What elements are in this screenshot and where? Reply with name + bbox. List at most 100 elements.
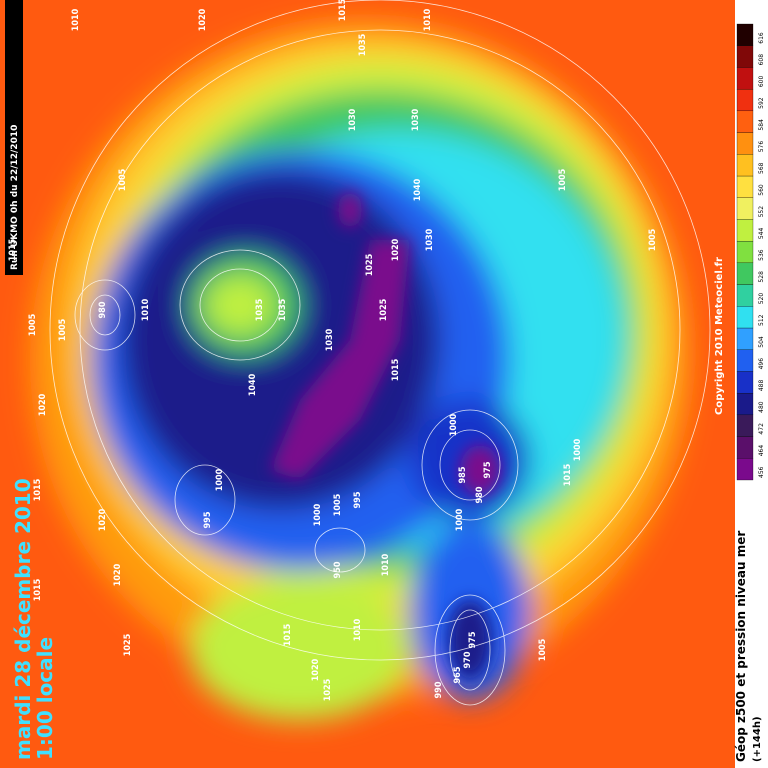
- pressure-label: 990: [434, 681, 444, 698]
- time: 1:00 locale: [33, 637, 57, 760]
- legend-label: 512: [758, 314, 765, 326]
- legend-swatch: [736, 154, 754, 177]
- legend-swatch: [736, 197, 754, 220]
- pressure-label: 1010: [141, 298, 151, 321]
- pressure-label: 1005: [28, 313, 38, 336]
- pressure-label: 1030: [325, 328, 335, 351]
- legend-swatch: [736, 371, 754, 394]
- pressure-label: 1030: [348, 108, 358, 131]
- pressure-label: 1040: [248, 373, 258, 396]
- legend-swatch: [736, 23, 754, 46]
- pressure-label: 1020: [98, 508, 108, 531]
- pressure-label: 970: [463, 651, 473, 668]
- pressure-label: 1005: [558, 168, 568, 191]
- pressure-label: 1010: [353, 618, 363, 641]
- legend-swatch: [736, 284, 754, 307]
- pressure-label: 1025: [323, 678, 333, 701]
- pressure-label: 1000: [215, 468, 225, 491]
- pressure-label: 1020: [38, 393, 48, 416]
- pressure-label: 1005: [333, 493, 343, 516]
- pressure-label: 1035: [255, 298, 265, 321]
- legend-label: 496: [758, 358, 765, 370]
- legend-swatch: [736, 88, 754, 112]
- legend-swatch: [736, 436, 754, 459]
- pressure-label: 1025: [379, 298, 389, 321]
- pressure-label: 1005: [118, 168, 128, 191]
- pressure-label: 1040: [413, 178, 423, 201]
- legend-label: 480: [758, 401, 765, 413]
- legend-swatch: [736, 240, 754, 264]
- pressure-label: 1020: [311, 658, 321, 681]
- run-label: Run UKMO 0h du 22/12/2010: [10, 125, 20, 270]
- legend-swatch: [736, 262, 754, 285]
- legend-label: 520: [758, 293, 765, 305]
- pressure-label: 1015: [33, 578, 43, 601]
- legend-subtitle: (+144h): [752, 716, 763, 762]
- legend-swatch: [736, 45, 754, 68]
- legend-label: 616: [758, 32, 765, 44]
- legend-label: 584: [758, 119, 765, 131]
- pressure-label: 1015: [33, 478, 43, 501]
- pressure-label: 1030: [425, 228, 435, 251]
- pressure-label: 980: [98, 301, 108, 318]
- legend-swatch: [736, 306, 754, 329]
- legend-label: 600: [758, 76, 765, 88]
- pressure-label: 1025: [123, 633, 133, 656]
- pressure-label: 965: [453, 666, 463, 683]
- legend-swatch: [736, 67, 754, 90]
- pressure-label: 1010: [381, 553, 391, 576]
- pressure-label: 985: [458, 466, 468, 483]
- legend-swatch: [736, 349, 754, 372]
- pressure-label: 1035: [358, 33, 368, 56]
- legend-label: 528: [758, 271, 765, 283]
- legend-label: 504: [758, 336, 765, 348]
- legend-label: 576: [758, 141, 765, 153]
- pressure-label: 1035: [278, 298, 288, 321]
- legend-label: 552: [758, 206, 765, 218]
- legend-swatch: [736, 327, 754, 350]
- legend-label: 568: [758, 162, 765, 174]
- pressure-label: 1030: [411, 108, 421, 131]
- legend-swatch: [736, 110, 754, 133]
- pressure-label: 1015: [391, 358, 401, 381]
- legend-label: 536: [758, 249, 765, 261]
- pressure-label: 1020: [198, 8, 208, 31]
- pressure-label: 975: [483, 461, 493, 478]
- pressure-label: 1020: [391, 238, 401, 261]
- legend-swatch: [736, 132, 754, 155]
- legend: 456 464 472 480 488 496 504 512 520 528 536 544 552 5…: [736, 23, 765, 481]
- pressure-label: 1010: [71, 8, 81, 31]
- pressure-label: 1015: [8, 238, 18, 261]
- legend-label: 472: [758, 423, 765, 435]
- date: mardi 28 décembre 2010: [11, 478, 35, 760]
- legend-title: Géop z500 et pression niveau mer: [734, 531, 748, 762]
- pressure-label: 995: [353, 491, 363, 508]
- field: [0, 0, 735, 768]
- pressure-label: 1010: [423, 8, 433, 31]
- legend-label: 544: [758, 228, 765, 240]
- pressure-label: 1000: [455, 508, 465, 531]
- pressure-label: 1000: [313, 503, 323, 526]
- pressure-label: 1005: [58, 318, 68, 341]
- run-strip: [5, 0, 23, 275]
- legend-label: 592: [758, 97, 765, 109]
- legend-label: 488: [758, 380, 765, 392]
- legend-swatch: [736, 414, 754, 437]
- pressure-label: 995: [203, 511, 213, 528]
- legend-swatch: [736, 219, 754, 242]
- pressure-label: 1015: [283, 623, 293, 646]
- pressure-label: 1000: [449, 413, 459, 436]
- pressure-label: 975: [468, 631, 478, 648]
- legend-label: 464: [758, 445, 765, 457]
- pressure-label: 1005: [538, 638, 548, 661]
- pressure-label: 1005: [648, 228, 658, 251]
- legend-label: 560: [758, 184, 765, 196]
- pressure-label: 1000: [573, 438, 583, 461]
- pressure-label: 1020: [113, 563, 123, 586]
- copyright: Copyright 2010 Meteociel.fr: [714, 257, 725, 415]
- pressure-label: 1015: [563, 463, 573, 486]
- legend-label: 456: [758, 466, 765, 478]
- pressure-labels: 1010 1020 1015 1010 1015 1005 1020 1015 1030 1030…: [8, 0, 658, 701]
- legend-swatch: [736, 175, 754, 198]
